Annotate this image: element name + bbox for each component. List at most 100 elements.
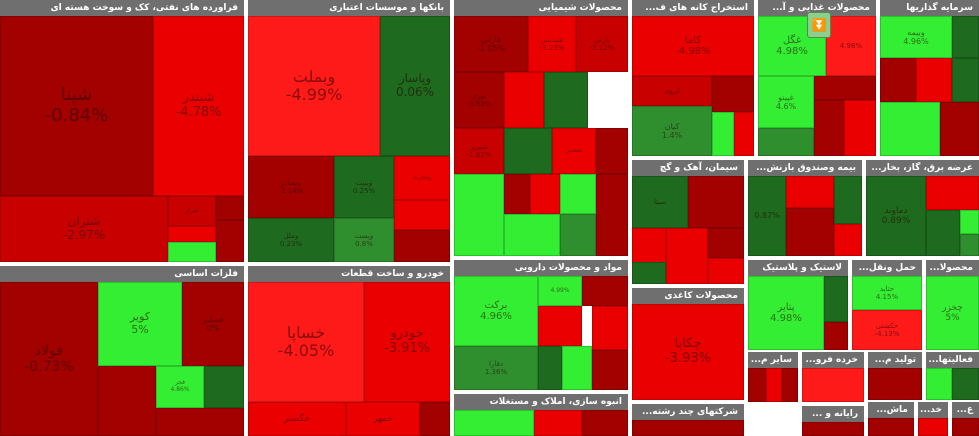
stock-tile[interactable]: شپنا -0.84% [0,16,153,196]
stock-tile[interactable]: شراز [168,196,216,226]
stock-tile[interactable]: کاما -4.98% [632,16,754,76]
stock-tile[interactable] [560,174,596,214]
stock-tile[interactable] [952,16,979,58]
stock-tile[interactable] [504,174,530,214]
stock-tile[interactable] [420,402,450,436]
stock-tile[interactable] [712,76,754,112]
stock-tile[interactable] [834,176,862,224]
stock-tile[interactable]: وبملت -4.99% [248,16,380,156]
sector-title[interactable]: سیمان، آهک و گچ [632,160,744,176]
sector-title[interactable]: ماش... [868,402,914,418]
sector-title[interactable]: رایانه و ... [802,406,864,422]
stock-tile[interactable] [688,176,744,228]
sector-panel[interactable]: بانکها و موسسات اعتباری وبملت -4.99% وپاسار… [248,0,450,262]
stock-tile[interactable]: فسلیر 0% [182,282,244,366]
stock-tile[interactable] [454,174,504,256]
stock-tile[interactable] [504,72,544,128]
stock-tile[interactable] [782,368,798,402]
sector-title[interactable]: انبوه سازی، املاک و مستغلات [454,394,628,410]
stock-tile[interactable] [868,418,914,436]
stock-tile[interactable] [834,224,862,256]
stock-tile[interactable] [926,210,960,256]
sector-title[interactable]: استخراج کانه های ف... [632,0,754,16]
stock-tile[interactable] [168,242,216,262]
sector-panel[interactable]: بیمه وصندوق بازنش... 0.87% [748,160,862,256]
sector-panel[interactable]: استخراج کانه های ف... کاما -4.98% کروی کیان 1… [632,0,754,156]
sector-title[interactable]: محصولات کاغذی [632,288,744,304]
sector-panel[interactable]: محصولات شیمیایی فارس -1.05% شپدیس -3.23% پارس… [454,0,628,256]
stock-tile[interactable] [734,112,754,156]
stock-tile[interactable]: وبیمه 4.96% [880,16,952,58]
stock-tile[interactable] [204,366,244,408]
stock-tile[interactable]: خمهر [346,402,420,436]
sector-title[interactable]: محصولات شیمیایی [454,0,628,16]
stock-tile[interactable] [960,210,979,234]
sector-panel[interactable]: تولید م... [868,352,922,400]
stock-tile[interactable] [918,418,948,436]
stock-tile[interactable]: خگستر [248,402,346,436]
sector-title[interactable]: فلزات اساسی [0,266,244,282]
stock-tile[interactable] [216,220,244,262]
stock-tile[interactable] [926,176,979,210]
stock-tile[interactable]: 0.87% [748,176,786,256]
sector-panel[interactable]: عرضه برق، گاز، بخار... دماوند 0.89% [866,160,979,256]
sector-panel[interactable]: رایانه و ... [802,406,864,436]
sector-panel[interactable]: سرمایه گذاریها وبیمه 4.96% [880,0,979,156]
stock-tile[interactable]: 4.99% [538,276,582,306]
sector-panel[interactable]: ماش... [868,402,914,436]
stock-tile[interactable] [926,368,952,400]
stock-tile[interactable]: دفارا 1.36% [454,346,538,390]
stock-tile[interactable] [708,228,744,258]
stock-tile[interactable] [880,102,940,156]
sector-panel[interactable]: فعالیتها... [926,352,979,400]
stock-tile[interactable] [216,196,244,220]
stock-tile[interactable]: وپاسار 0.06% [380,16,450,156]
stock-tile[interactable]: شپدیس -3.23% [528,16,576,72]
sector-title[interactable]: شرکتهای چند رشته... [632,404,744,420]
stock-tile[interactable]: چخزر 5% [926,276,979,350]
sector-title[interactable]: فراورده های نفتی، کک و سوخت هسته ای [0,0,244,16]
sector-panel[interactable]: خودرو و ساخت قطعات خساپا -4.05% خودرو -3.91%… [248,266,450,436]
stock-tile[interactable] [880,58,916,102]
stock-tile[interactable] [394,200,450,230]
stock-tile[interactable]: نوری -3.53% [454,72,504,128]
stock-tile[interactable] [844,100,876,156]
sector-panel[interactable]: خرده فرو... [802,352,864,402]
stock-tile[interactable]: وملل 0.23% [248,218,334,262]
stock-tile[interactable] [708,258,744,284]
stock-tile[interactable]: وپست 0.8% [334,218,394,262]
stock-tile[interactable] [596,174,628,256]
sector-title[interactable]: مواد و محصولات دارویی [454,260,628,276]
stock-tile[interactable]: کیان 1.4% [632,106,712,156]
stock-tile[interactable] [562,346,592,390]
sector-title[interactable]: سایر م... [748,352,798,368]
sector-panel[interactable]: ع... [952,402,979,436]
stock-tile[interactable] [960,234,979,256]
stock-tile[interactable] [824,276,848,322]
sector-panel[interactable]: سایر م... [748,352,798,402]
stock-tile[interactable]: خساپا -4.05% [248,282,364,402]
stock-tile[interactable] [538,346,562,390]
sector-panel[interactable]: حمل ونقل... حتاید 4.15% حکشتی -4.13% [852,260,922,350]
stock-tile[interactable] [758,128,814,156]
stock-tile[interactable] [582,410,628,436]
stock-tile[interactable]: غپینو 4.6% [758,76,814,128]
stock-tile[interactable] [168,226,216,242]
stock-tile[interactable] [530,174,560,214]
stock-tile[interactable] [802,368,864,402]
stock-tile[interactable]: شغدیر [552,128,596,174]
stock-tile[interactable]: شتران -2.97% [0,196,168,262]
sector-title[interactable]: خودرو و ساخت قطعات [248,266,450,282]
stock-tile[interactable] [766,368,782,402]
stock-tile[interactable] [802,422,864,436]
collapse-control[interactable]: ⏬ [807,12,831,38]
stock-tile[interactable] [592,306,628,350]
stock-tile[interactable]: سیتا [632,176,688,228]
sector-panel[interactable]: انبوه سازی، املاک و مستغلات [454,394,628,436]
stock-tile[interactable]: خودرو -3.91% [364,282,450,402]
sector-title[interactable]: سرمایه گذاریها [880,0,979,16]
sector-panel[interactable]: فلزات اساسی فولاد -0.73% کویر 5% فسلیر 0% فجر 4.… [0,266,244,436]
stock-tile[interactable]: وتجارت [394,156,450,200]
sector-title[interactable]: تولید م... [868,352,922,368]
stock-tile[interactable] [538,306,582,346]
